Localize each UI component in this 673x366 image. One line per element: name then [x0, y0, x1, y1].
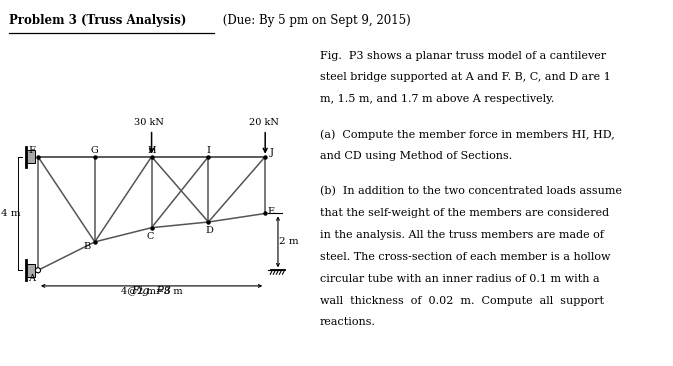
- Text: reactions.: reactions.: [320, 317, 376, 328]
- Text: E: E: [268, 207, 275, 216]
- Text: 2 m: 2 m: [279, 238, 299, 246]
- Text: 4@2 m=8 m: 4@2 m=8 m: [120, 286, 182, 295]
- Text: G: G: [91, 146, 99, 155]
- Text: 30 kN: 30 kN: [135, 118, 164, 127]
- Text: I: I: [207, 146, 211, 155]
- Text: circular tube with an inner radius of 0.1 m with a: circular tube with an inner radius of 0.…: [320, 274, 599, 284]
- Text: Problem 3 (Truss Analysis): Problem 3 (Truss Analysis): [9, 14, 186, 27]
- Text: B: B: [83, 243, 90, 251]
- Text: in the analysis. All the truss members are made of: in the analysis. All the truss members a…: [320, 230, 604, 240]
- Text: m, 1.5 m, and 1.7 m above A respectively.: m, 1.5 m, and 1.7 m above A respectively…: [320, 94, 554, 104]
- Text: J: J: [269, 148, 273, 157]
- Text: (a)  Compute the member force in members HI, HD,: (a) Compute the member force in members …: [320, 129, 614, 140]
- Text: H: H: [147, 146, 156, 155]
- Text: (b)  In addition to the two concentrated loads assume: (b) In addition to the two concentrated …: [320, 186, 622, 197]
- Bar: [26, 150, 35, 163]
- Text: and CD using Method of Sections.: and CD using Method of Sections.: [320, 151, 512, 161]
- Text: A: A: [28, 274, 35, 283]
- Text: Fig. P3: Fig. P3: [132, 287, 172, 296]
- Circle shape: [36, 268, 40, 273]
- Text: (Due: By 5 pm on Sept 9, 2015): (Due: By 5 pm on Sept 9, 2015): [219, 14, 411, 27]
- Text: D: D: [206, 226, 214, 235]
- Text: wall  thickness  of  0.02  m.  Compute  all  support: wall thickness of 0.02 m. Compute all su…: [320, 296, 604, 306]
- Text: Fig.  P3 shows a planar truss model of a cantilever: Fig. P3 shows a planar truss model of a …: [320, 51, 606, 61]
- Text: 20 kN: 20 kN: [249, 118, 279, 127]
- Text: steel bridge supported at A and F. B, C, and D are 1: steel bridge supported at A and F. B, C,…: [320, 72, 610, 82]
- Text: C: C: [147, 232, 154, 241]
- Text: that the self-weight of the members are considered: that the self-weight of the members are …: [320, 208, 609, 218]
- Bar: [26, 264, 35, 277]
- Text: 4 m: 4 m: [1, 209, 21, 218]
- Text: F: F: [28, 146, 35, 156]
- Text: steel. The cross-section of each member is a hollow: steel. The cross-section of each member …: [320, 252, 610, 262]
